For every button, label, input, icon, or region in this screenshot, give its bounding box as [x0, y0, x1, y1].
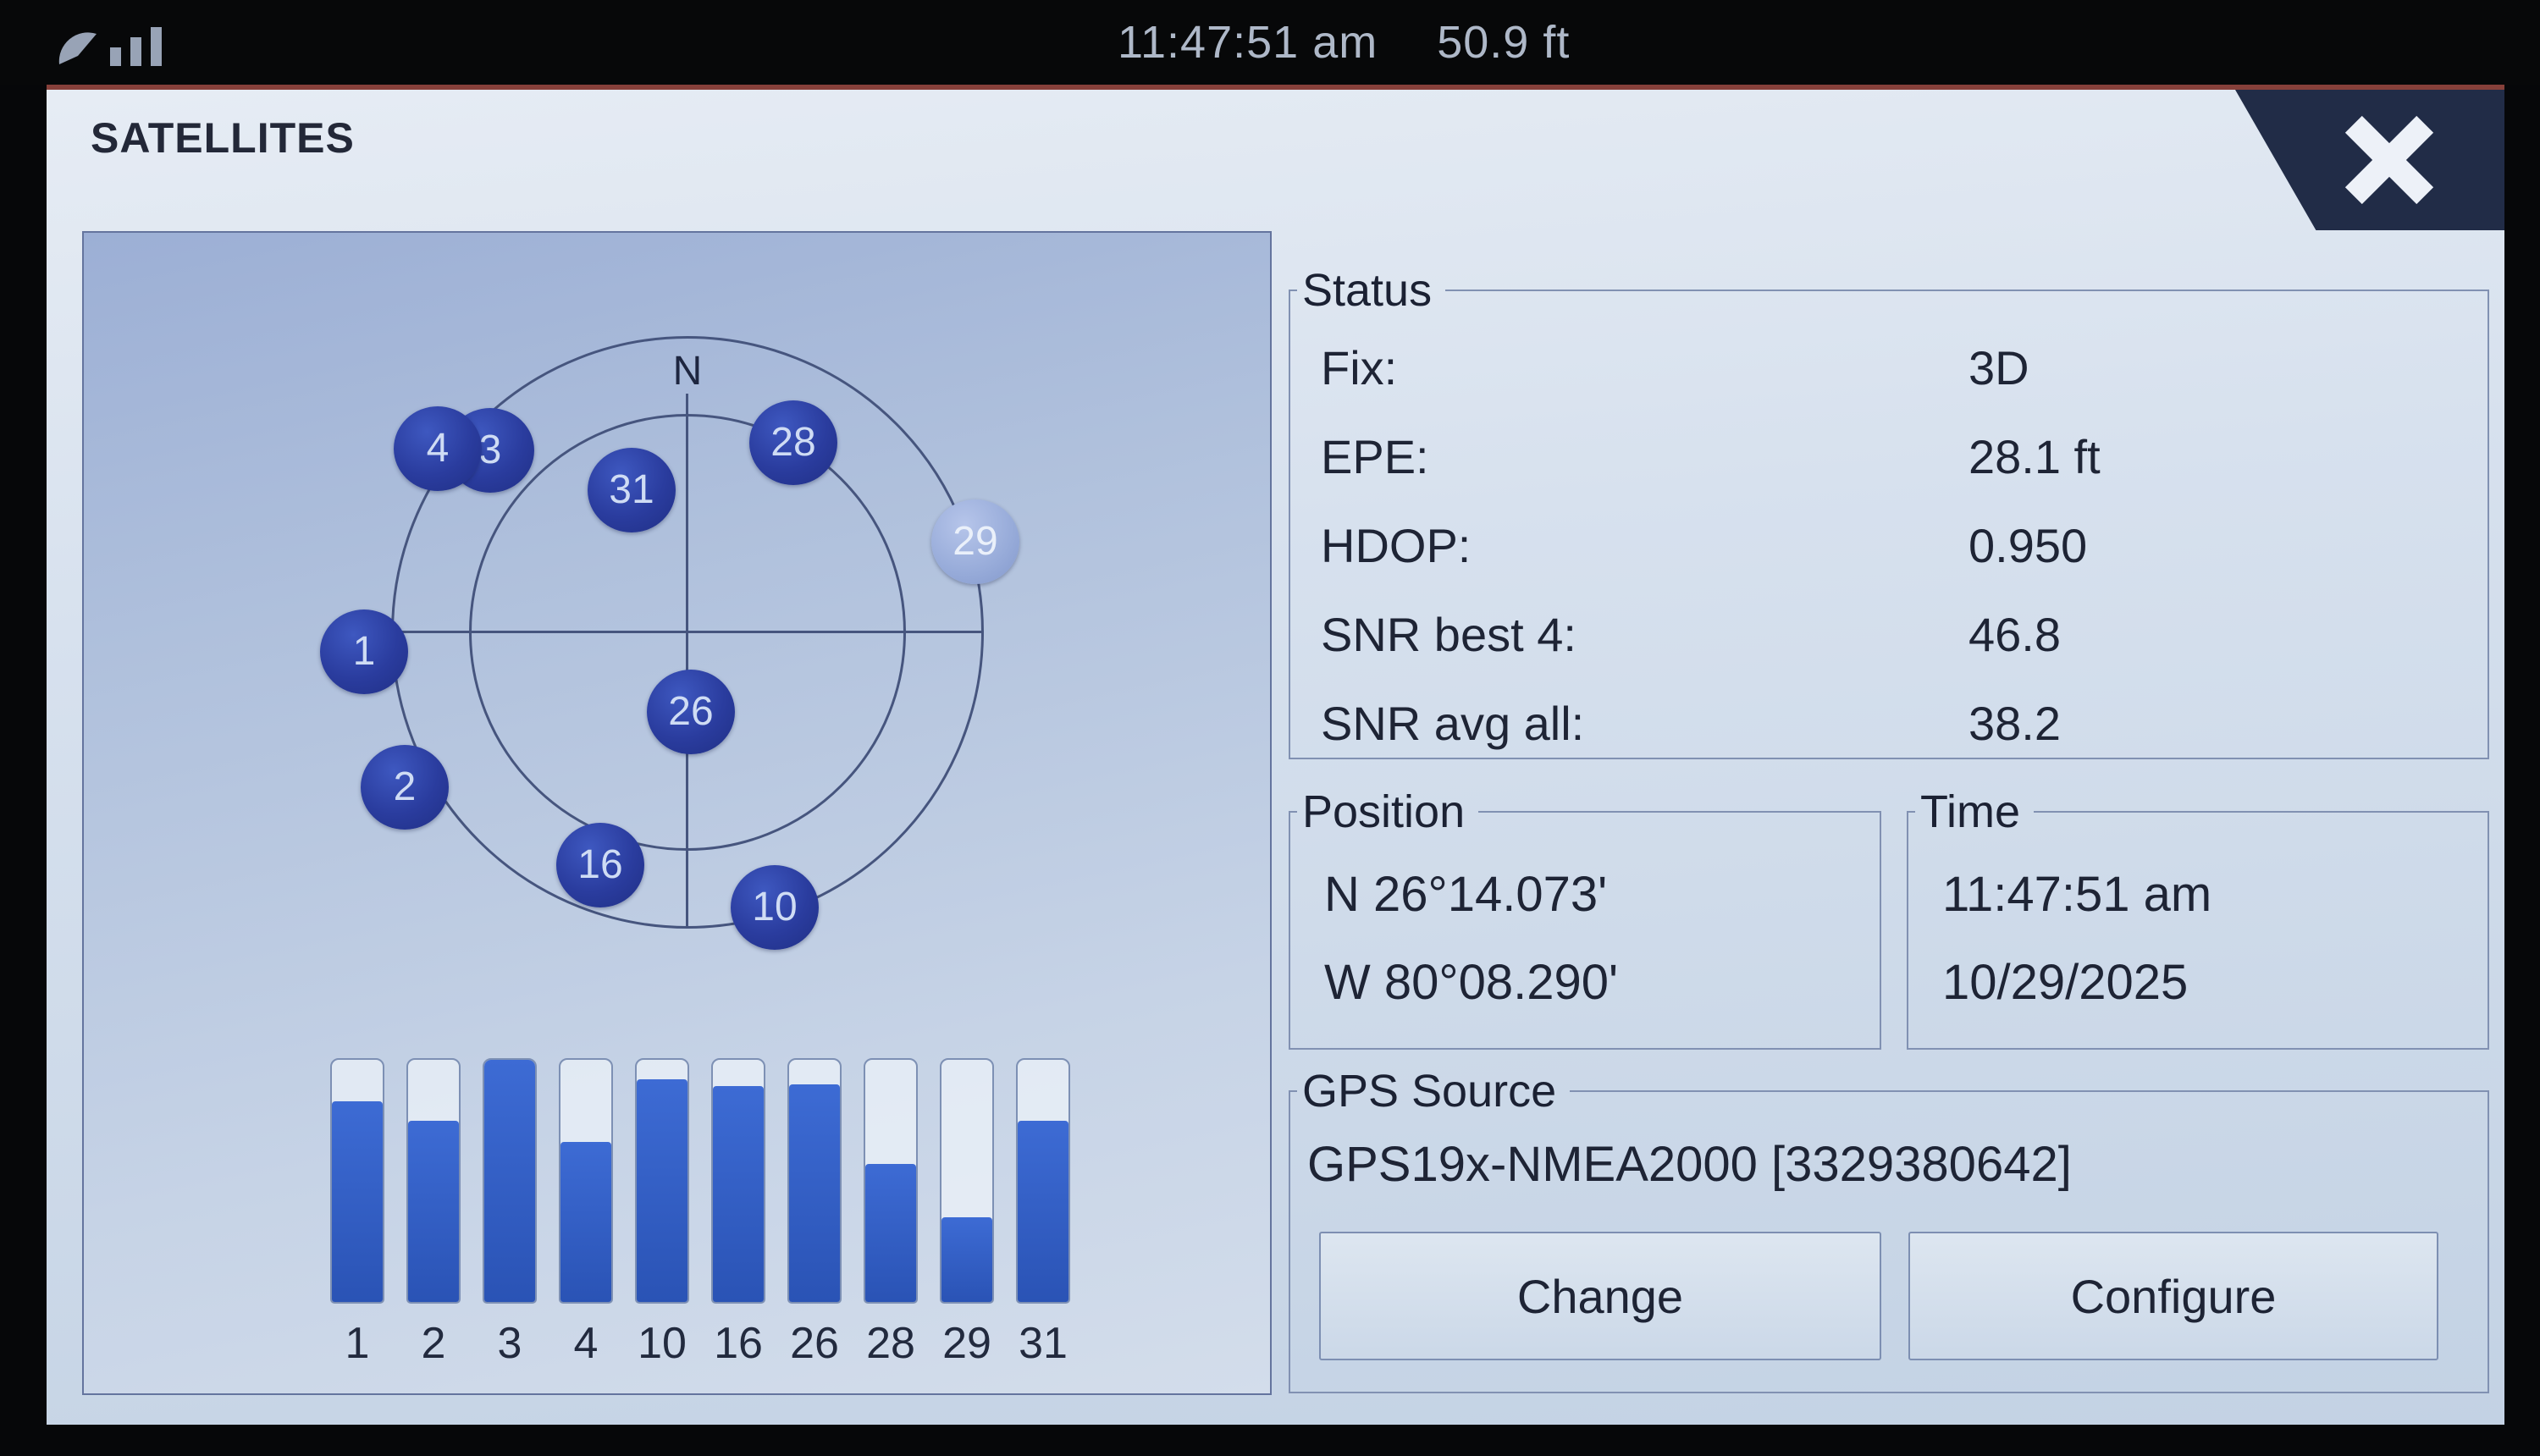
status-group: Status Fix: 3D EPE: 28.1 ft HDOP: 0.950 SNR be… — [1289, 264, 2489, 759]
snr-bar-label-28: 28 — [866, 1319, 915, 1368]
status-row-value: 38.2 — [1968, 697, 2061, 750]
status-row: HDOP: 0.950 — [1321, 501, 2488, 590]
satellite-10: 10 — [731, 865, 819, 950]
snr-bar-track-31 — [1016, 1058, 1070, 1304]
position-lines: N 26°14.073' W 80°08.290' — [1290, 838, 1880, 1026]
topbar-readout: 11:47:51 am 50.9 ft — [1118, 0, 1570, 85]
gps-source-group: GPS Source GPS19x-NMEA2000 [3329380642] — [1289, 1065, 2489, 1393]
snr-bar-label-4: 4 — [573, 1319, 599, 1368]
east-west-axis — [391, 631, 984, 633]
gps-source-legend: GPS Source — [1302, 1066, 1557, 1117]
configure-button[interactable]: Configure — [1908, 1232, 2438, 1360]
status-row-value: 28.1 ft — [1968, 430, 2101, 483]
snr-bar-fill-26 — [789, 1084, 840, 1302]
gps-source-value: GPS19x-NMEA2000 [3329380642] — [1307, 1137, 2072, 1192]
satellite-16: 16 — [556, 823, 644, 907]
topbar-time: 11:47:51 am — [1118, 17, 1378, 68]
topbar-depth: 50.9 ft — [1437, 17, 1571, 68]
status-row-value: 0.950 — [1968, 519, 2088, 572]
snr-bar-fill-29 — [941, 1216, 992, 1302]
status-row-label: HDOP: — [1321, 519, 1472, 572]
close-button[interactable] — [2235, 90, 2504, 230]
time-legend: Time — [1920, 786, 2020, 837]
snr-bar-label-16: 16 — [714, 1319, 763, 1368]
status-row: EPE: 28.1 ft — [1321, 412, 2488, 501]
snr-bar-label-31: 31 — [1019, 1319, 1068, 1368]
position-group: Position N 26°14.073' W 80°08.290' — [1289, 786, 1881, 1050]
status-row-label: EPE: — [1321, 430, 1429, 483]
time-line: 11:47:51 am — [1942, 866, 2212, 922]
status-row: SNR best 4: 46.8 — [1321, 590, 2488, 679]
north-south-axis — [686, 394, 688, 929]
snr-bar-fill-28 — [865, 1163, 916, 1302]
snr-bar-track-4 — [559, 1058, 613, 1304]
snr-bar-fill-16 — [713, 1086, 764, 1302]
snr-bar-fill-1 — [332, 1100, 383, 1302]
snr-bar-label-2: 2 — [421, 1319, 446, 1368]
position-line: W 80°08.290' — [1324, 954, 1619, 1010]
snr-bar-label-10: 10 — [638, 1319, 687, 1368]
snr-bar-track-26 — [787, 1058, 842, 1304]
sky-panel: N 3 4 28 31 29 1 26 2 16 10 1 2 3 4 10 16 26 28 29 31 — [82, 231, 1272, 1395]
time-lines: 11:47:51 am 10/29/2025 — [1908, 838, 2488, 1026]
status-row-label: SNR best 4: — [1321, 608, 1576, 661]
snr-bar-track-2 — [406, 1058, 461, 1304]
snr-bar-fill-2 — [408, 1120, 459, 1302]
snr-bar-track-28 — [864, 1058, 918, 1304]
satellite-29: 29 — [931, 499, 1019, 584]
status-rows: Fix: 3D EPE: 28.1 ft HDOP: 0.950 SNR best 4: 46… — [1290, 317, 2488, 768]
status-row: Fix: 3D — [1321, 323, 2488, 412]
satellite-signal-icon — [58, 27, 162, 66]
snr-bar-track-29 — [940, 1058, 994, 1304]
snr-bar-track-1 — [330, 1058, 384, 1304]
status-legend: Status — [1302, 265, 1433, 316]
close-icon — [2344, 115, 2434, 205]
snr-bar-label-1: 1 — [345, 1319, 370, 1368]
status-row-label: Fix: — [1321, 341, 1398, 394]
dialog-title: SATELLITES — [91, 114, 355, 162]
snr-bar-track-16 — [711, 1058, 765, 1304]
satellite-2: 2 — [361, 745, 449, 830]
status-row-value: 46.8 — [1968, 608, 2061, 661]
north-label: N — [672, 349, 703, 394]
status-row-value: 3D — [1968, 341, 2029, 394]
satellite-28: 28 — [749, 400, 837, 485]
snr-bar-label-3: 3 — [497, 1319, 522, 1368]
snr-bar-label-26: 26 — [790, 1319, 839, 1368]
satellite-1: 1 — [320, 609, 408, 694]
satellite-26: 26 — [647, 670, 735, 754]
change-button[interactable]: Change — [1319, 1232, 1881, 1360]
status-row-label: SNR avg all: — [1321, 697, 1585, 750]
satellite-31: 31 — [588, 448, 676, 532]
time-line: 10/29/2025 — [1942, 954, 2189, 1010]
top-status-bar: 11:47:51 am 50.9 ft — [0, 0, 2540, 85]
snr-bar-label-29: 29 — [942, 1319, 991, 1368]
position-line: N 26°14.073' — [1324, 866, 1608, 922]
snr-bar-track-10 — [635, 1058, 689, 1304]
snr-bar-track-3 — [483, 1058, 537, 1304]
snr-bar-fill-4 — [560, 1142, 611, 1302]
time-group: Time 11:47:51 am 10/29/2025 — [1907, 786, 2489, 1050]
snr-bar-fill-31 — [1018, 1120, 1068, 1302]
satellites-dialog: SATELLITES N 3 4 28 31 29 1 26 2 16 10 1 2 3 4 10 16 26… — [47, 85, 2504, 1425]
satellite-4: 4 — [394, 406, 482, 491]
snr-bar-fill-10 — [637, 1078, 687, 1302]
status-row: SNR avg all: 38.2 — [1321, 679, 2488, 768]
position-legend: Position — [1302, 786, 1466, 837]
snr-bar-fill-3 — [484, 1060, 535, 1302]
